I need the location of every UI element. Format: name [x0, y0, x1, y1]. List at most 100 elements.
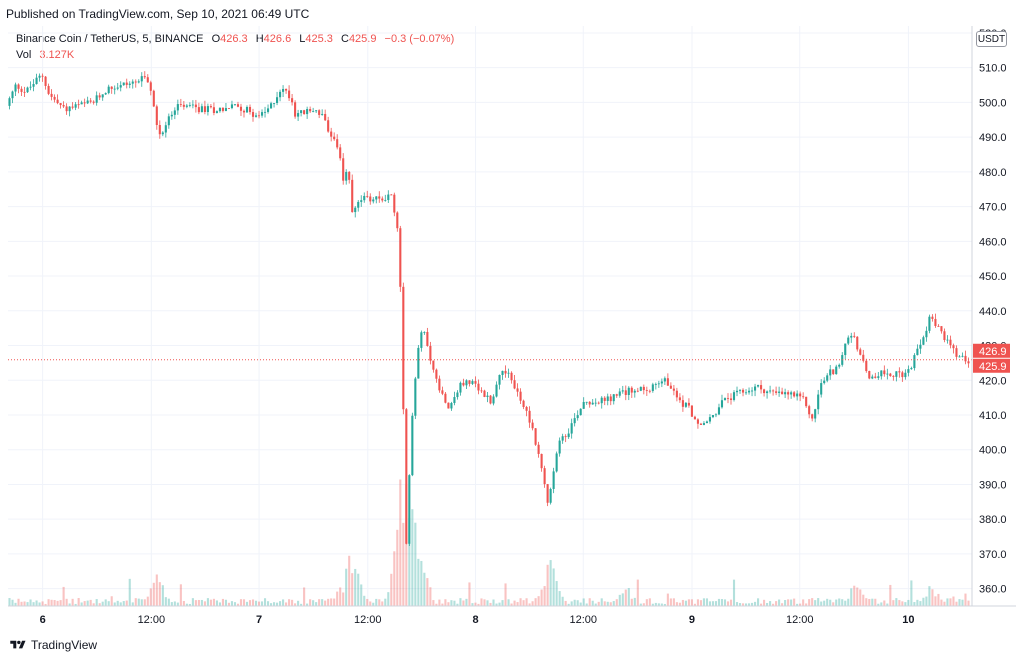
legend-symbol[interactable]: Binance Coin / TetherUS, 5, BINANCE: [16, 33, 204, 45]
volume-bar: [44, 603, 47, 606]
legend-low-label: L: [299, 33, 306, 45]
volume-bar: [182, 600, 185, 606]
legend-volume-row: Vol 3.127K: [16, 48, 454, 62]
candle-body: [408, 475, 411, 544]
volume-bar: [741, 603, 745, 606]
volume-bar: [832, 602, 835, 606]
volume-bar: [384, 598, 387, 606]
volume-bar: [116, 600, 119, 606]
candle-body: [471, 381, 474, 384]
candle-body: [582, 401, 585, 409]
volume-histogram: [8, 479, 970, 606]
y-tick-label: 410.0: [979, 410, 1007, 422]
candle-body: [964, 355, 967, 362]
candle-body: [330, 131, 333, 137]
candle-body: [309, 109, 312, 112]
volume-bar: [339, 587, 342, 606]
candle-body: [564, 436, 567, 438]
candle-body: [760, 385, 763, 390]
volume-bar: [333, 598, 336, 606]
y-tick-label: 490.0: [979, 132, 1007, 144]
time-axis[interactable]: 6 12:00 7 12:00 8 12:00 9 12:00 10: [40, 614, 915, 626]
volume-bar: [919, 601, 922, 606]
volume-bar: [567, 603, 570, 606]
volume-bar: [276, 602, 279, 606]
candlestick-series: [8, 71, 970, 546]
candle-body: [161, 132, 164, 135]
candle-body: [8, 98, 11, 106]
volume-bar: [687, 599, 690, 606]
volume-bar: [381, 601, 384, 606]
volume-bar: [233, 602, 237, 606]
volume-bar: [288, 599, 291, 606]
candle-body: [654, 384, 657, 385]
volume-bar: [744, 603, 748, 606]
volume-bar: [925, 596, 928, 606]
volume-bar: [549, 560, 552, 606]
candle-body: [306, 109, 309, 115]
candle-body: [47, 85, 50, 94]
candle-body: [279, 91, 282, 98]
volume-bar: [895, 598, 898, 606]
candle-body: [266, 108, 270, 112]
candle-body: [732, 392, 736, 400]
volume-bar: [717, 598, 721, 606]
candle-body: [122, 82, 125, 86]
candle-body: [182, 104, 185, 107]
candle-body: [393, 194, 396, 213]
candle-body: [537, 444, 540, 454]
candle-body: [799, 393, 802, 397]
volume-bar: [853, 585, 856, 606]
candle-body: [868, 371, 871, 379]
candle-body: [294, 102, 297, 117]
candle-body: [273, 102, 276, 104]
volume-bar: [128, 578, 131, 606]
volume-bar: [898, 600, 901, 606]
y-tick-label: 360.0: [979, 584, 1007, 596]
volume-bar: [477, 603, 480, 606]
candle-body: [639, 386, 642, 391]
volume-bar: [868, 598, 871, 606]
volume-bar: [254, 600, 258, 606]
currency-button[interactable]: USDT: [976, 31, 1007, 47]
volume-bar: [86, 600, 89, 606]
volume-bar: [465, 598, 468, 606]
volume-bar: [221, 598, 224, 606]
price-label-box: [973, 343, 1010, 358]
volume-bar: [823, 600, 826, 606]
candle-body: [486, 395, 489, 397]
volume-bar: [579, 602, 582, 606]
candle-body: [492, 396, 495, 404]
candle-body: [459, 382, 462, 393]
volume-bar: [453, 600, 456, 606]
volume-bar: [492, 599, 495, 606]
y-tick-label: 440.0: [979, 306, 1007, 318]
candle-body: [820, 383, 823, 395]
volume-bar: [294, 603, 297, 606]
candle-body: [417, 347, 420, 379]
candle-body: [53, 96, 56, 100]
legend-volume-label[interactable]: Vol: [16, 49, 32, 61]
volume-bar: [708, 601, 712, 606]
volume-bar: [444, 599, 447, 606]
candle-body: [528, 410, 531, 423]
volume-bar: [239, 599, 243, 606]
candle-body: [627, 387, 630, 395]
candle-body: [832, 369, 835, 375]
candle-body: [720, 400, 724, 408]
candle-body: [835, 366, 838, 375]
candle-body: [131, 81, 134, 84]
candle-body: [369, 196, 372, 202]
candle-body: [465, 380, 468, 386]
volume-bar: [480, 598, 483, 606]
volume-bar: [110, 596, 113, 606]
candle-body: [65, 106, 68, 112]
volume-bar: [883, 600, 886, 606]
volume-bar: [856, 587, 859, 606]
volume-bar: [651, 603, 654, 606]
candle-body: [41, 75, 44, 77]
volume-bar: [80, 602, 83, 606]
price-axis[interactable]: 360.0370.0380.0390.0400.0410.0420.0430.0…: [979, 28, 1007, 596]
candle-body: [916, 348, 919, 356]
